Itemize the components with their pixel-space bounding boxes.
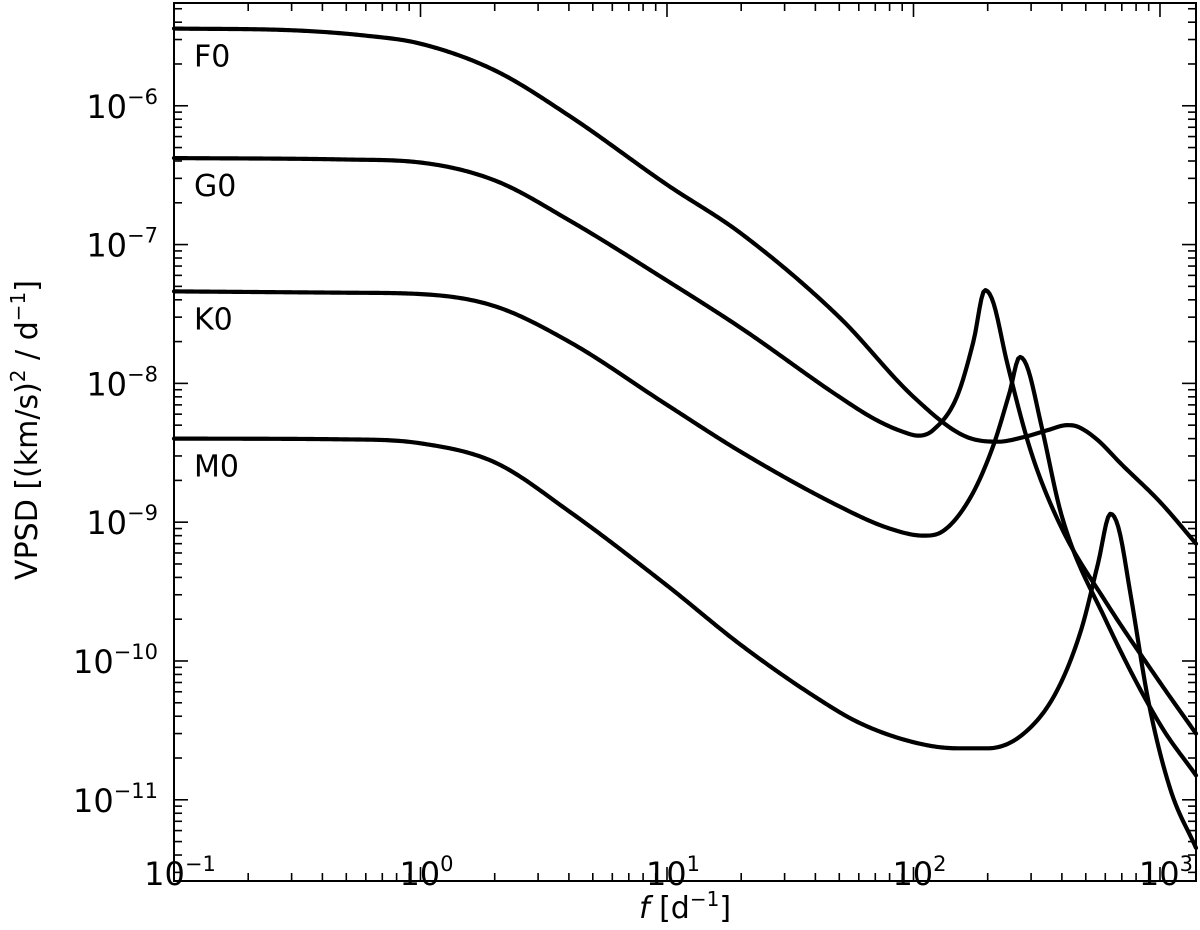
y-tick-label-base: 10 (73, 643, 114, 681)
y-tick-label-base: 10 (86, 504, 127, 542)
x-tick-label: 101 (646, 852, 700, 893)
y-tick-label-base: 10 (86, 227, 127, 265)
series-line-k0 (171, 289, 1199, 778)
x-tick-label-exponent: 1 (687, 852, 700, 876)
y-tick-label-exponent: −8 (127, 362, 158, 386)
x-tick-label: 103 (1139, 852, 1193, 893)
series-line-f0 (171, 26, 1199, 546)
axis-tick-labels: 10−1 100 101 102 10310−1110−1010−910−810−710… (73, 85, 1193, 893)
y-axis-label-close: ] (10, 280, 45, 292)
series-line-m0 (171, 436, 1199, 851)
y-tick-label: 10−11 (73, 779, 158, 820)
series-label-k0: K0 (194, 302, 233, 337)
x-tick-label-exponent: 0 (440, 852, 453, 876)
axis-ticks (173, 3, 1196, 881)
y-tick-label-exponent: −7 (127, 224, 158, 248)
y-tick-label: 10−10 (73, 640, 158, 681)
x-tick-label: 102 (892, 852, 946, 893)
x-axis-unit-close: ] (719, 891, 731, 926)
plot-frame (173, 2, 1197, 882)
y-tick-label: 10−8 (86, 362, 158, 403)
x-tick-label-base: 10 (399, 855, 440, 893)
series-label-g0: G0 (194, 169, 236, 204)
x-tick-label-exponent: −1 (185, 852, 216, 876)
x-tick-label-exponent: 2 (933, 852, 946, 876)
y-axis-label-base: VPSD [(km/s) (10, 382, 45, 580)
y-axis-label-middle: / d (10, 321, 45, 369)
y-tick-label-exponent: −9 (127, 501, 158, 525)
y-tick-label: 10−7 (86, 224, 158, 265)
series-line-g0 (171, 155, 1199, 736)
y-tick-label-exponent: −10 (114, 640, 158, 664)
x-tick-label: 100 (399, 852, 453, 893)
y-tick-label: 10−6 (86, 85, 158, 126)
x-tick-label-base: 10 (892, 855, 933, 893)
x-axis-label: f [d−1] (639, 887, 731, 926)
y-axis-label: VPSD [(km/s)2 / d−1] (6, 280, 45, 580)
series-labels: F0 G0 K0 M0 (194, 40, 239, 485)
y-tick-label-exponent: −11 (114, 779, 158, 803)
y-tick-label-base: 10 (86, 88, 127, 126)
y-tick-label: 10−9 (86, 501, 158, 542)
series-label-f0: F0 (194, 40, 230, 75)
x-tick-label-base: 10 (1139, 855, 1180, 893)
y-tick-label-base: 10 (73, 782, 114, 820)
x-tick-label-base: 10 (144, 855, 185, 893)
y-axis-label-exp1: 2 (6, 369, 30, 382)
x-tick-label-base: 10 (646, 855, 687, 893)
x-axis-unit-exp: −1 (690, 887, 719, 911)
y-tick-label-exponent: −6 (127, 85, 158, 109)
series-label-m0: M0 (194, 450, 239, 485)
series-curves (171, 26, 1199, 851)
y-axis-label-exp2: −1 (6, 292, 30, 321)
y-tick-label-base: 10 (86, 365, 127, 403)
x-tick-label: 10−1 (144, 852, 216, 893)
x-tick-label-exponent: 3 (1180, 852, 1193, 876)
x-axis-unit-open: [d (650, 891, 690, 926)
